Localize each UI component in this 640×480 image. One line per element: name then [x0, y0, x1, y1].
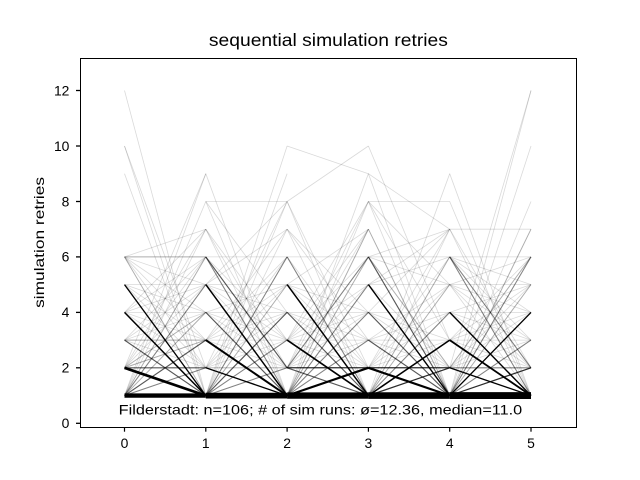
svg-text:3: 3	[365, 435, 373, 451]
svg-text:sequential simulation retries: sequential simulation retries	[209, 30, 448, 50]
svg-text:12: 12	[54, 82, 70, 98]
svg-text:2: 2	[283, 435, 291, 451]
svg-text:6: 6	[62, 249, 70, 265]
svg-text:10: 10	[54, 138, 70, 154]
svg-text:8: 8	[62, 193, 70, 209]
svg-text:0: 0	[121, 435, 129, 451]
svg-text:4: 4	[62, 304, 70, 320]
svg-text:Filderstadt: n=106; # of sim r: Filderstadt: n=106; # of sim runs: ø=12.…	[119, 401, 523, 417]
svg-text:0: 0	[62, 415, 70, 431]
svg-text:4: 4	[446, 435, 454, 451]
svg-text:5: 5	[527, 435, 535, 451]
svg-text:simulation retries: simulation retries	[31, 177, 47, 308]
svg-text:1: 1	[202, 435, 210, 451]
svg-text:2: 2	[62, 360, 70, 376]
